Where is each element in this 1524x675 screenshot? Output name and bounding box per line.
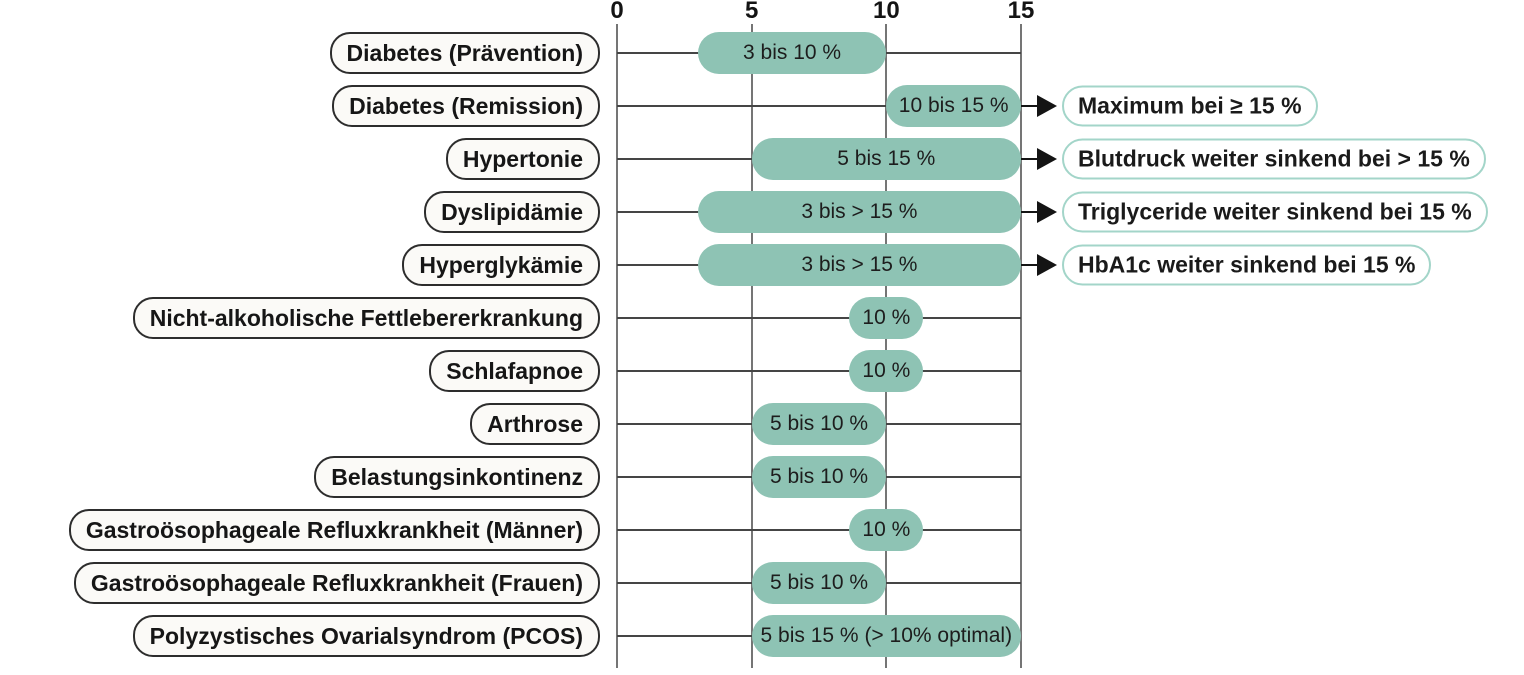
callout-note: Blutdruck weiter sinkend bei > 15 % <box>1062 138 1486 180</box>
arrow-right-icon <box>1037 95 1057 117</box>
condition-label: Dyslipidämie <box>424 191 600 233</box>
condition-label: Arthrose <box>470 403 600 445</box>
axis-tick-label: 0 <box>610 0 624 24</box>
condition-label: Nicht-alkoholische Fettlebererkrankung <box>132 297 600 339</box>
grid-line <box>616 24 618 668</box>
callout-note: Triglyceride weiter sinkend bei 15 % <box>1062 191 1488 233</box>
range-bar: 10 bis 15 % <box>886 85 1021 127</box>
arrow-right-icon <box>1037 254 1057 276</box>
point-bar: 10 % <box>849 509 924 551</box>
range-bar: 5 bis 10 % <box>751 562 887 604</box>
arrow-right-icon <box>1037 148 1057 170</box>
row-line <box>617 370 1021 372</box>
condition-label: Diabetes (Remission) <box>332 85 600 127</box>
callout-note: Maximum bei ≥ 15 % <box>1062 85 1318 127</box>
callout-note: HbA1c weiter sinkend bei 15 % <box>1062 244 1432 286</box>
arrow-line <box>1021 264 1038 266</box>
arrow-right-icon <box>1037 201 1057 223</box>
condition-label: Gastroösophageale Refluxkrankheit (Fraue… <box>73 562 600 604</box>
range-bar: 5 bis 10 % <box>751 456 887 498</box>
condition-label: Diabetes (Prävention) <box>329 32 600 74</box>
condition-label: Belastungsinkontinenz <box>314 456 600 498</box>
range-bar: 3 bis > 15 % <box>697 191 1021 233</box>
point-bar: 10 % <box>849 297 924 339</box>
axis-tick-label: 10 <box>872 0 900 24</box>
grid-line <box>885 24 888 668</box>
grid-line <box>1020 24 1022 668</box>
axis-tick-label: 15 <box>1007 0 1035 24</box>
range-bar: 5 bis 15 % (> 10% optimal) <box>751 615 1021 657</box>
grid-line <box>750 24 753 668</box>
range-bar: 5 bis 10 % <box>751 403 887 445</box>
row-line <box>617 317 1021 319</box>
row-line <box>617 105 1021 107</box>
condition-label: Polyzystisches Ovarialsyndrom (PCOS) <box>132 615 600 657</box>
arrow-line <box>1021 211 1038 213</box>
arrow-line <box>1021 158 1038 160</box>
condition-label: Hyperglykämie <box>402 244 600 286</box>
point-bar: 10 % <box>849 350 924 392</box>
range-bar: 3 bis 10 % <box>697 32 887 74</box>
condition-label: Gastroösophageale Refluxkrankheit (Männe… <box>68 509 600 551</box>
row-line <box>617 529 1021 531</box>
range-bar: 5 bis 15 % <box>751 138 1021 180</box>
axis-tick-label: 5 <box>744 0 759 24</box>
range-bar: 3 bis > 15 % <box>697 244 1021 286</box>
condition-label: Schlafapnoe <box>429 350 600 392</box>
condition-label: Hypertonie <box>445 138 600 180</box>
arrow-line <box>1021 105 1038 107</box>
